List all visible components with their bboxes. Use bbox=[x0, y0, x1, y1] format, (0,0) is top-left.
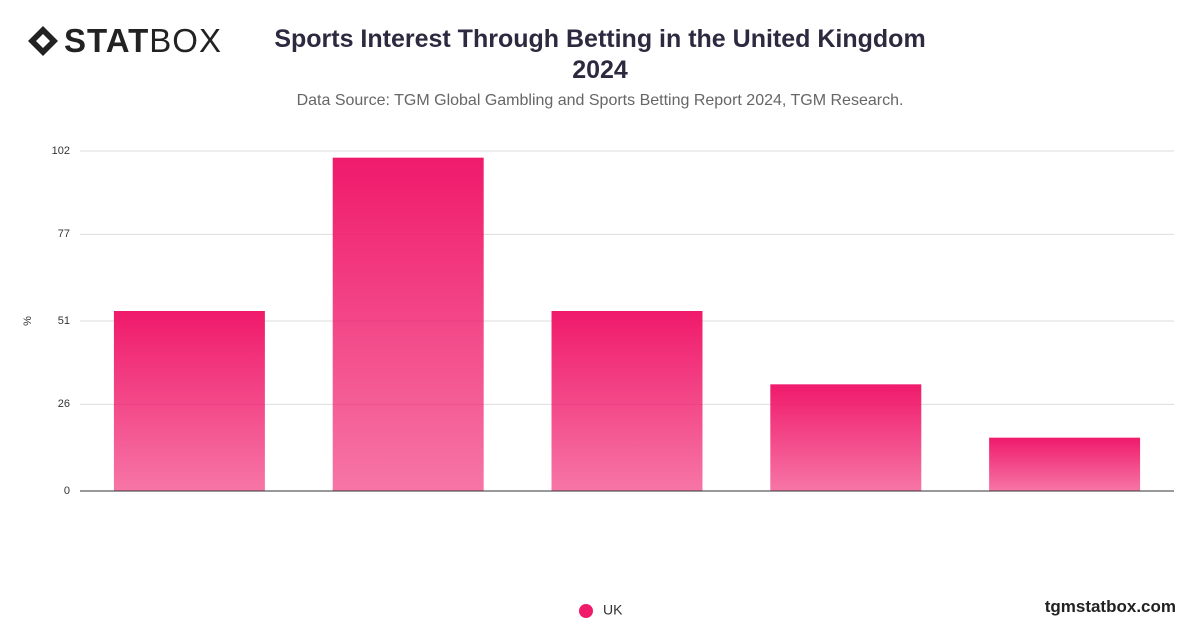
logo-light: BOX bbox=[149, 22, 222, 59]
bar bbox=[551, 311, 703, 491]
y-tick-label: 77 bbox=[58, 228, 70, 240]
bar bbox=[332, 157, 484, 491]
logo-icon bbox=[28, 26, 58, 56]
y-tick-label: 26 bbox=[58, 398, 70, 410]
y-axis-label: % bbox=[22, 316, 34, 326]
bar bbox=[989, 437, 1141, 491]
bar bbox=[113, 311, 265, 491]
footer: tgmstatbox.com bbox=[1044, 597, 1176, 616]
logo-bold: STAT bbox=[64, 22, 150, 59]
chart-subtitle: Data Source: TGM Global Gambling and Spo… bbox=[296, 92, 904, 109]
logo: STAT BOX bbox=[26, 22, 222, 60]
y-tick-label: 0 bbox=[64, 485, 70, 497]
chart-title: Sports Interest Through Betting in the U… bbox=[274, 25, 926, 84]
legend-marker bbox=[579, 604, 593, 618]
y-tick-label: 51 bbox=[58, 315, 70, 327]
y-tick-label: 102 bbox=[52, 145, 70, 157]
bar bbox=[770, 384, 922, 491]
legend-label: UK bbox=[603, 602, 623, 618]
